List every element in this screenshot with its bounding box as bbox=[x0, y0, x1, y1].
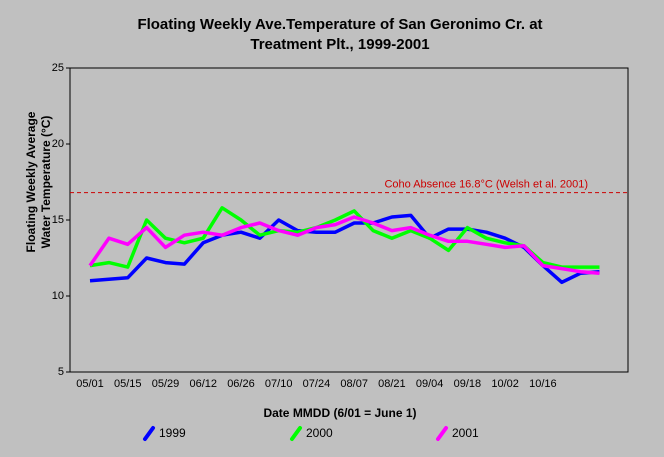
reference-label: Coho Absence 16.8°C (Welsh et al. 2001) bbox=[384, 179, 588, 191]
legend-swatch bbox=[290, 426, 302, 441]
chart-title: Floating Weekly Ave.Temperature of San G… bbox=[137, 16, 542, 33]
x-tick-label: 05/29 bbox=[152, 378, 180, 390]
x-tick-label: 09/18 bbox=[454, 378, 482, 390]
x-tick-label: 07/24 bbox=[303, 378, 331, 390]
x-tick-label: 07/10 bbox=[265, 378, 293, 390]
series-line bbox=[88, 215, 600, 275]
legend-label: 2001 bbox=[452, 426, 479, 440]
y-tick-label: 20 bbox=[52, 138, 64, 150]
y-tick-label: 15 bbox=[52, 214, 64, 226]
series-line bbox=[89, 206, 600, 269]
legend-swatch bbox=[436, 426, 448, 441]
x-tick-label: 08/21 bbox=[378, 378, 406, 390]
y-tick-label: 10 bbox=[52, 290, 64, 302]
x-tick-label: 10/16 bbox=[529, 378, 557, 390]
legend-label: 1999 bbox=[159, 426, 186, 440]
x-axis-title: Date MMDD (6/01 = June 1) bbox=[263, 406, 416, 420]
y-axis-title: Water Temperature (°C) bbox=[39, 116, 53, 249]
x-tick-label: 10/02 bbox=[491, 378, 519, 390]
y-axis-title: Floating Weekly Average bbox=[24, 111, 38, 252]
x-tick-label: 06/12 bbox=[189, 378, 217, 390]
x-tick-label: 08/07 bbox=[340, 378, 368, 390]
y-tick-label: 25 bbox=[52, 62, 64, 74]
x-tick-label: 05/01 bbox=[76, 378, 104, 390]
x-tick-label: 09/04 bbox=[416, 378, 444, 390]
legend-label: 2000 bbox=[306, 426, 333, 440]
legend-swatch bbox=[143, 426, 155, 441]
chart-title: Treatment Plt., 1999-2001 bbox=[250, 36, 429, 53]
x-tick-label: 05/15 bbox=[114, 378, 142, 390]
y-tick-label: 5 bbox=[58, 366, 64, 378]
x-tick-label: 06/26 bbox=[227, 378, 255, 390]
